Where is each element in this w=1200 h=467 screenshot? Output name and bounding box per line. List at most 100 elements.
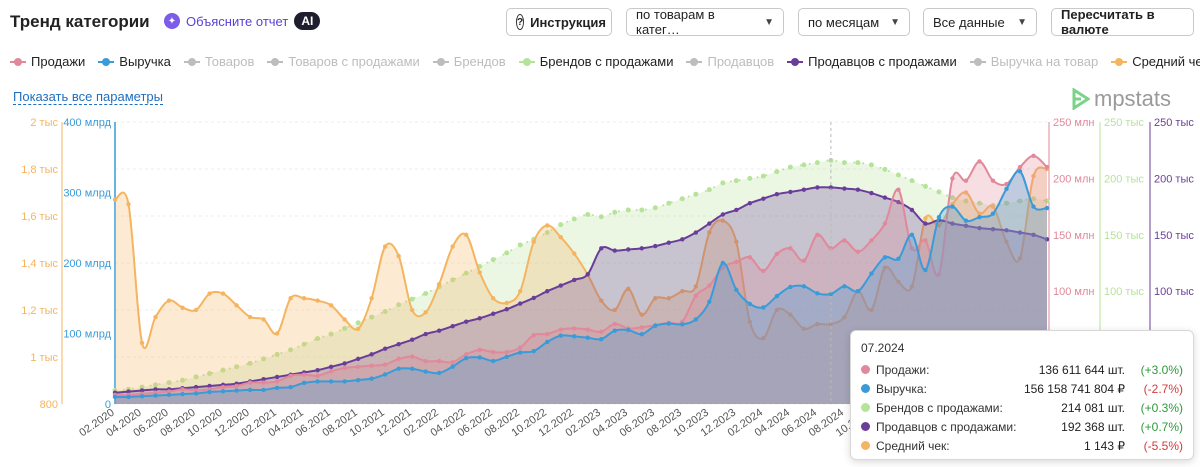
tooltip-series-value: 1 143 ₽: [1084, 438, 1125, 453]
revenue-point: [1017, 169, 1023, 174]
avg-check-point: [166, 298, 172, 303]
avg-check-point: [463, 232, 469, 237]
sales-tick-label: 100 млн: [1053, 286, 1094, 298]
brands-point: [922, 183, 928, 189]
sellers-point: [518, 301, 523, 306]
chevron-down-icon: ▼: [1017, 16, 1027, 28]
revenue-point: [207, 389, 212, 395]
brands-point: [450, 277, 456, 283]
avg-check-point: [896, 279, 901, 284]
revenue-point: [990, 211, 996, 216]
period-select[interactable]: по месяцам ▼: [798, 8, 910, 36]
avg-check-point: [801, 326, 807, 331]
brands-point: [625, 207, 631, 213]
revenue-point: [545, 339, 550, 345]
legend-item[interactable]: Товаров: [183, 54, 254, 69]
explain-report-button[interactable]: ✦ Объясните отчет AI: [164, 12, 321, 30]
avg-check-point: [788, 312, 793, 317]
legend-item[interactable]: Продавцов с продажами: [787, 54, 957, 69]
revenue-point: [801, 284, 807, 289]
avg-check-point: [234, 303, 239, 308]
tooltip-row: Выручка: 156 158 741 804 ₽ (-2.7%): [861, 379, 1183, 398]
sales-point: [693, 293, 699, 298]
tooltip-series-value: 136 611 644 шт.: [1038, 362, 1125, 377]
tooltip-row: Средний чек: 1 143 ₽ (-5.5%): [861, 436, 1183, 455]
revenue-point: [828, 291, 834, 297]
tooltip-row: Брендов с продажами: 214 081 шт. (+0.3%): [861, 398, 1183, 417]
legend-label: Продавцов: [707, 54, 775, 69]
brands-point: [855, 160, 861, 166]
sellers-point: [504, 307, 509, 312]
sellers-point: [153, 387, 158, 392]
avg-check-point: [747, 319, 753, 324]
tooltip-series-value: 214 081 шт.: [1061, 400, 1125, 415]
revenue-point: [869, 271, 874, 276]
avg-check-point: [842, 314, 847, 320]
group-select[interactable]: по товарам в катег… ▼: [626, 7, 784, 37]
sales-point: [545, 331, 550, 337]
sales-point: [328, 369, 334, 374]
data-select[interactable]: Все данные ▼: [923, 8, 1037, 36]
revenue-area: [115, 170, 1047, 404]
legend-item[interactable]: Товаров с продажами: [267, 54, 420, 69]
revenue-point: [288, 384, 293, 390]
sellers-point: [801, 187, 807, 192]
brands-point: [598, 214, 604, 220]
avg-check-point: [531, 239, 536, 245]
revenue-point: [139, 394, 145, 399]
legend-item[interactable]: Брендов с продажами: [518, 54, 673, 69]
brands-point: [760, 173, 766, 179]
revenue-point: [409, 366, 415, 371]
sales-point: [423, 358, 428, 364]
legend-marker-icon: [98, 57, 115, 67]
sales-point: [261, 380, 266, 385]
sellers-point: [315, 367, 320, 373]
avg-check-point: [612, 307, 617, 313]
revenue-point: [747, 301, 753, 307]
revenue-point: [855, 289, 861, 294]
avg-check-point: [774, 307, 780, 313]
sales-point: [990, 178, 996, 183]
revenue-point: [274, 385, 280, 390]
brands-point: [315, 336, 321, 342]
brands-point: [936, 189, 942, 195]
sales-point: [572, 326, 577, 331]
brands-point: [720, 180, 726, 186]
tooltip-series-delta: (+0.7%): [1140, 419, 1183, 434]
legend-item[interactable]: Продавцов: [686, 54, 774, 69]
avg-check-point: [315, 298, 320, 303]
sales-point: [801, 258, 807, 263]
chevron-down-icon: ▼: [890, 16, 900, 28]
tooltip-series-name: Средний чек:: [876, 438, 950, 453]
avg-check-point: [491, 296, 496, 301]
sales-area: [115, 155, 1047, 404]
avg-check-point: [301, 296, 307, 301]
revenue-point: [707, 299, 712, 304]
sellers-point: [869, 190, 874, 196]
brands-point: [585, 211, 591, 217]
legend-item[interactable]: Выручка на товар: [969, 54, 1098, 69]
sales-tick-label: 150 млн: [1053, 230, 1094, 242]
sellers-point: [355, 356, 361, 362]
sellers-point: [126, 389, 131, 394]
avg-check-point: [545, 223, 550, 228]
brands-point: [234, 364, 240, 370]
sales-point: [1044, 164, 1050, 170]
legend-marker-icon: [183, 57, 200, 67]
recalc-currency-button[interactable]: Пересчитать в валюте: [1051, 7, 1194, 37]
legend-item[interactable]: Средний чек: [1111, 54, 1200, 69]
sellers-point: [693, 230, 699, 235]
legend-item[interactable]: Брендов: [432, 54, 506, 69]
legend-item[interactable]: Продажи: [10, 54, 85, 69]
sales-point: [788, 246, 793, 251]
avg-check-point: [436, 281, 442, 287]
help-button[interactable]: ? Инструкция: [506, 8, 612, 36]
legend-item[interactable]: Выручка: [98, 54, 171, 69]
show-all-params-link[interactable]: Показать все параметры: [13, 89, 163, 105]
logo-text: mpstats: [1094, 86, 1172, 111]
tooltip-series-delta: (-2.7%): [1143, 381, 1183, 396]
data-select-value: Все данные: [933, 14, 1005, 30]
legend-label: Средний чек: [1132, 54, 1200, 69]
sellers-point: [747, 201, 753, 206]
